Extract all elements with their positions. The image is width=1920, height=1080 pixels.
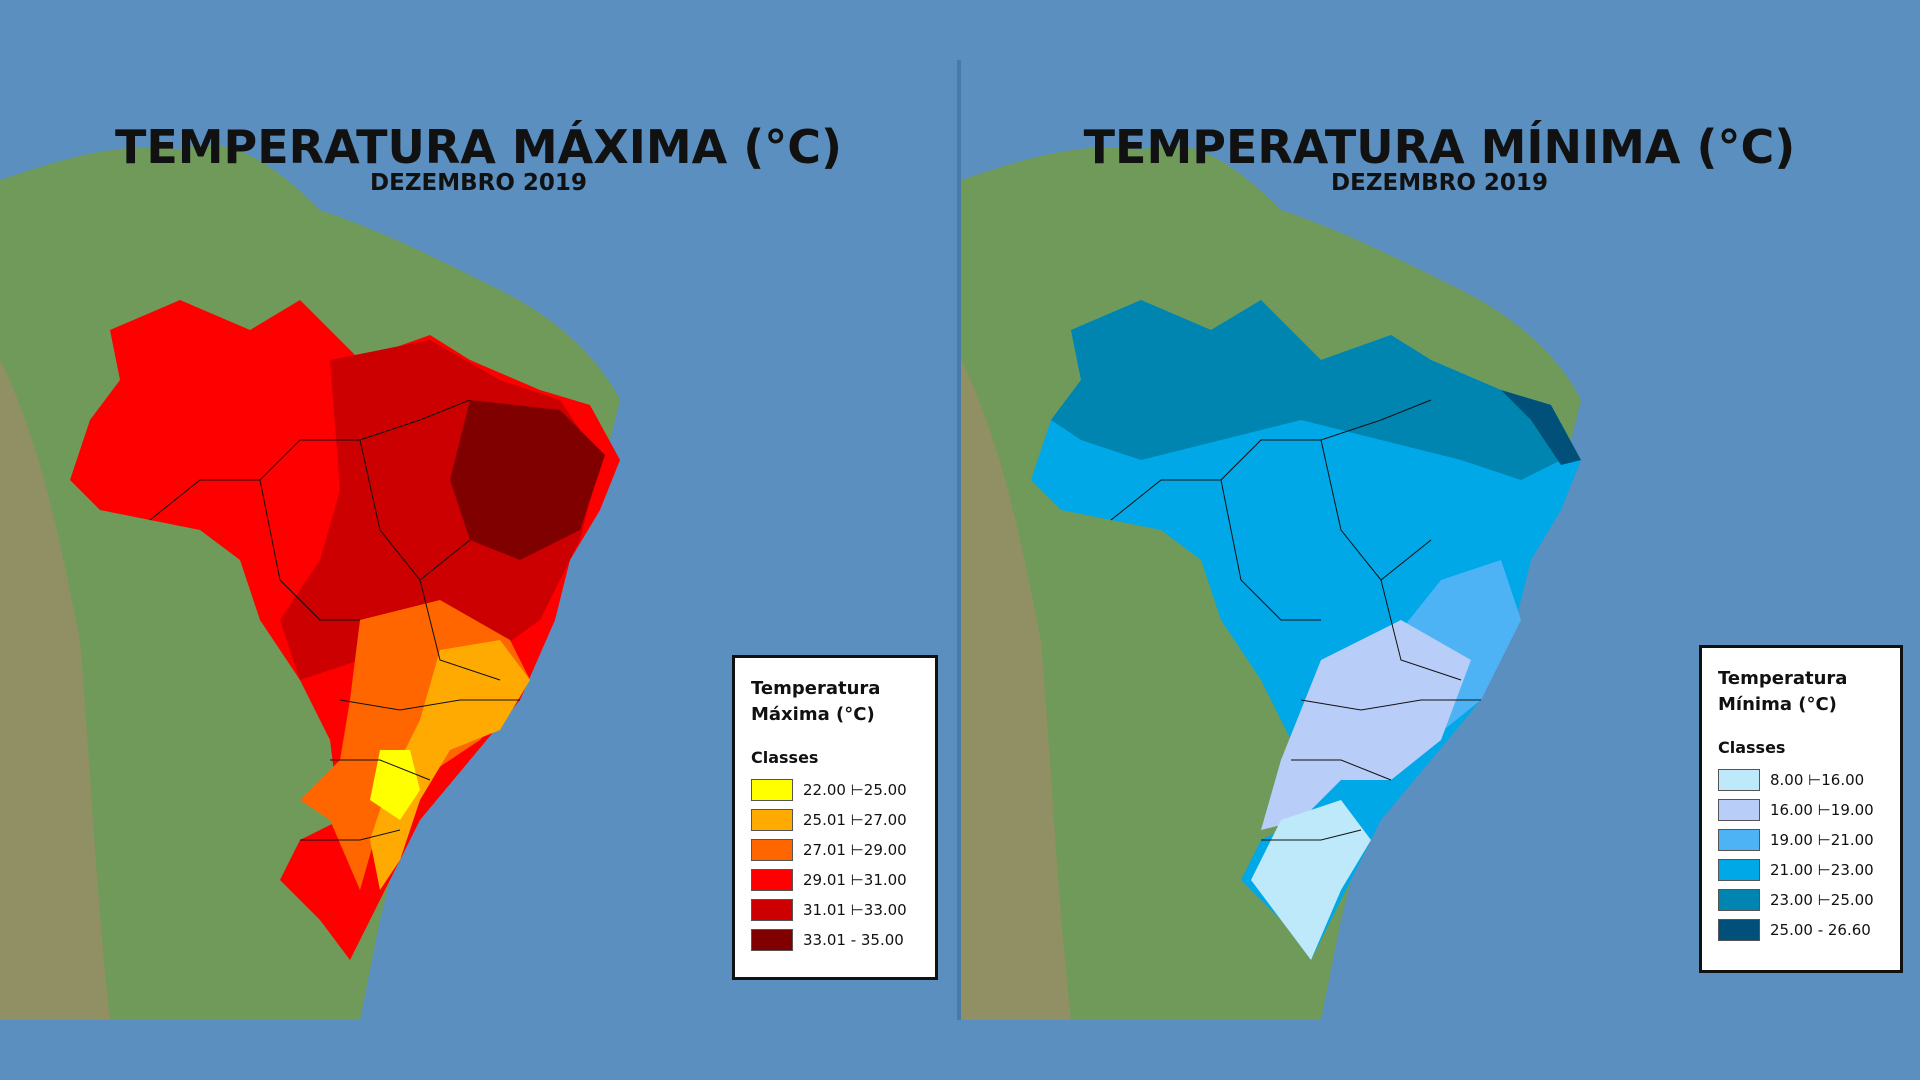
- legend-swatch: [1718, 859, 1760, 881]
- map-title: TEMPERATURA MÁXIMA (°C): [114, 120, 843, 174]
- zone-22-25: [370, 750, 420, 820]
- brazil-region: [1031, 300, 1581, 960]
- legend-swatch: [751, 899, 793, 921]
- legend-label: 29.01 ⊢31.00: [803, 871, 907, 889]
- map-subtitle: DEZEMBRO 2019: [1331, 170, 1548, 196]
- legend-swatch: [751, 869, 793, 891]
- legend-row: 16.00 ⊢19.00: [1718, 795, 1884, 825]
- panel-divider: [957, 60, 961, 1020]
- andes-relief: [961, 360, 1071, 1020]
- legend-swatch: [751, 779, 793, 801]
- legend-row: 23.00 ⊢25.00: [1718, 885, 1884, 915]
- legend-label: 22.00 ⊢25.00: [803, 781, 907, 799]
- legend-row: 19.00 ⊢21.00: [1718, 825, 1884, 855]
- zone-25-26: [1501, 390, 1581, 465]
- zone-33-35: [450, 400, 605, 560]
- zone-25-27: [370, 640, 530, 890]
- legend-classes-label: Classes: [1718, 738, 1786, 757]
- legend-swatch: [751, 809, 793, 831]
- legend-swatch: [751, 929, 793, 951]
- legend-label: 25.00 - 26.60: [1770, 921, 1871, 939]
- map-panel-min: TEMPERATURA MÍNIMA (°C) DEZEMBRO 2019 Te…: [961, 60, 1918, 1020]
- legend-label: 21.00 ⊢23.00: [1770, 861, 1874, 879]
- legend-row: 25.00 - 26.60: [1718, 915, 1884, 945]
- legend-label: 8.00 ⊢16.00: [1770, 771, 1865, 789]
- legend-row: 29.01 ⊢31.00: [751, 865, 919, 895]
- legend-swatch: [751, 839, 793, 861]
- min-temperature-map: [961, 60, 1918, 1020]
- map-title: TEMPERATURA MÍNIMA (°C): [1083, 120, 1796, 174]
- legend-classes-label: Classes: [751, 748, 819, 767]
- legend-row: 33.01 - 35.00: [751, 925, 919, 955]
- legend-swatch: [1718, 919, 1760, 941]
- map-subtitle: DEZEMBRO 2019: [370, 170, 587, 196]
- legend-title-line2: Máxima (°C): [751, 704, 875, 725]
- legend-title-line1: Temperatura: [751, 678, 881, 699]
- legend-swatch: [1718, 799, 1760, 821]
- legend-row: 27.01 ⊢29.00: [751, 835, 919, 865]
- legend-row: 31.01 ⊢33.00: [751, 895, 919, 925]
- zone-23-25: [1051, 300, 1561, 480]
- state-boundaries: [149, 399, 520, 841]
- legend-label: 23.00 ⊢25.00: [1770, 891, 1874, 909]
- legend-label: 31.01 ⊢33.00: [803, 901, 907, 919]
- legend-label: 27.01 ⊢29.00: [803, 841, 907, 859]
- andes-relief: [0, 360, 110, 1020]
- legend-row: 25.01 ⊢27.00: [751, 805, 919, 835]
- legend-row: 22.00 ⊢25.00: [751, 775, 919, 805]
- legend-label: 33.01 - 35.00: [803, 931, 904, 949]
- legend-swatch: [1718, 829, 1760, 851]
- legend-row: 8.00 ⊢16.00: [1718, 765, 1884, 795]
- legend-swatch: [1718, 889, 1760, 911]
- map-panel-max: TEMPERATURA MÁXIMA (°C) DEZEMBRO 2019 Te…: [0, 60, 957, 1020]
- legend-row: 21.00 ⊢23.00: [1718, 855, 1884, 885]
- legend-label: 19.00 ⊢21.00: [1770, 831, 1874, 849]
- legend-title-line1: Temperatura: [1718, 668, 1848, 689]
- legend-label: 25.01 ⊢27.00: [803, 811, 907, 829]
- legend-title-line2: Mínima (°C): [1718, 694, 1837, 715]
- map-legend: Temperatura Máxima (°C) Classes 22.00 ⊢2…: [732, 655, 938, 980]
- zone-16-19: [1261, 620, 1471, 830]
- map-legend: Temperatura Mínima (°C) Classes 8.00 ⊢16…: [1699, 645, 1903, 973]
- max-temperature-map: [0, 60, 957, 1020]
- legend-swatch: [1718, 769, 1760, 791]
- state-boundaries: [1110, 399, 1481, 841]
- legend-label: 16.00 ⊢19.00: [1770, 801, 1874, 819]
